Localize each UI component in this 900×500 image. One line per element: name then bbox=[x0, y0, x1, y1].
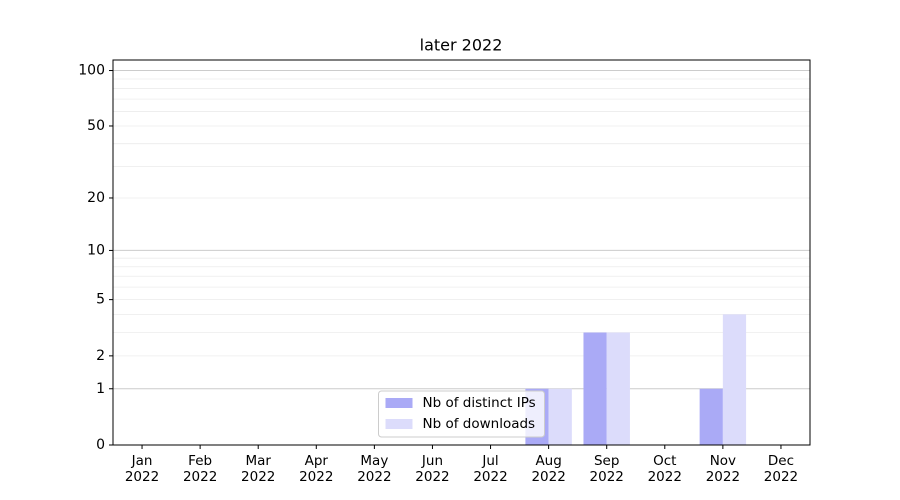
x-tick-label: Sep 2022 bbox=[589, 453, 624, 485]
legend-label: Nb of distinct IPs bbox=[423, 395, 536, 411]
y-tick-label: 50 bbox=[87, 118, 105, 134]
legend-label: Nb of downloads bbox=[423, 416, 536, 432]
chart-title: later 2022 bbox=[420, 36, 503, 55]
y-tick-label: 5 bbox=[96, 292, 105, 308]
y-tick-label: 20 bbox=[87, 190, 105, 206]
x-tick-label: Jun 2022 bbox=[415, 453, 450, 485]
bar bbox=[606, 332, 630, 445]
y-tick-label: 2 bbox=[96, 348, 105, 364]
legend-swatch bbox=[385, 419, 413, 429]
y-tick-label: 10 bbox=[87, 242, 105, 258]
x-tick-label: Dec 2022 bbox=[763, 453, 799, 485]
x-tick-label: Aug 2022 bbox=[531, 453, 566, 485]
y-tick-label: 100 bbox=[78, 63, 105, 79]
y-tick-label: 1 bbox=[96, 381, 105, 397]
bar bbox=[548, 388, 572, 445]
x-tick-label: May 2022 bbox=[357, 453, 392, 485]
x-tick-label: Mar 2022 bbox=[241, 453, 276, 485]
x-tick-label: Jan 2022 bbox=[124, 453, 160, 485]
legend: Nb of distinct IPs Nb of downloads bbox=[378, 390, 545, 438]
x-tick-label: Jul 2022 bbox=[473, 453, 508, 485]
legend-swatch bbox=[385, 398, 413, 408]
x-tick-label: Nov 2022 bbox=[705, 453, 741, 485]
x-tick-label: Oct 2022 bbox=[647, 453, 682, 485]
bar bbox=[583, 332, 607, 445]
y-tick-label: 0 bbox=[96, 437, 105, 453]
legend-box bbox=[378, 390, 545, 438]
x-tick-label: Apr 2022 bbox=[299, 453, 334, 485]
bar bbox=[722, 314, 747, 445]
bar bbox=[699, 388, 723, 445]
plot-frame bbox=[112, 59, 811, 446]
x-tick-label: Feb 2022 bbox=[182, 453, 218, 485]
